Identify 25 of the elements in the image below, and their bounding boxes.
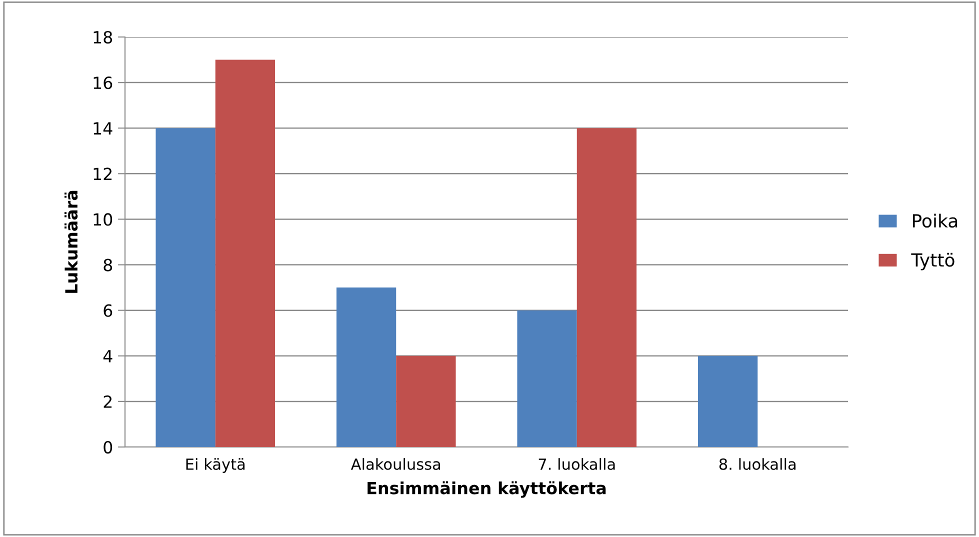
bar <box>698 356 758 447</box>
y-tick-label: 16 <box>94 76 112 90</box>
bar <box>215 60 276 447</box>
bar <box>576 128 637 447</box>
bar <box>396 356 456 447</box>
legend-label: Tyttö <box>911 252 954 270</box>
legend-label: Poika <box>912 214 958 228</box>
y-tick-label: 14 <box>94 122 112 134</box>
x-tick-label: 8. luokalla <box>719 458 796 470</box>
y-tick-label: 12 <box>94 168 112 180</box>
x-tick-label: Alakoulussa <box>350 458 440 470</box>
x-tick-label: 7. luokalla <box>538 458 615 470</box>
y-tick-label: 6 <box>104 304 112 317</box>
y-tick-label: 0 <box>104 440 112 454</box>
y-tick-label: 2 <box>104 395 112 408</box>
bar <box>336 288 396 447</box>
y-tick-label: 18 <box>94 30 112 44</box>
x-axis-title: Ensimmäinen käyttökerta <box>368 481 606 498</box>
y-axis-title: Lukumäärä <box>64 190 78 293</box>
y-tick-label: 10 <box>94 213 112 226</box>
bar <box>517 310 577 447</box>
bar <box>156 128 216 447</box>
x-tick-label: Ei käytä <box>186 458 245 473</box>
y-tick-label: 4 <box>103 350 112 362</box>
y-tick-label: 8 <box>104 258 112 272</box>
